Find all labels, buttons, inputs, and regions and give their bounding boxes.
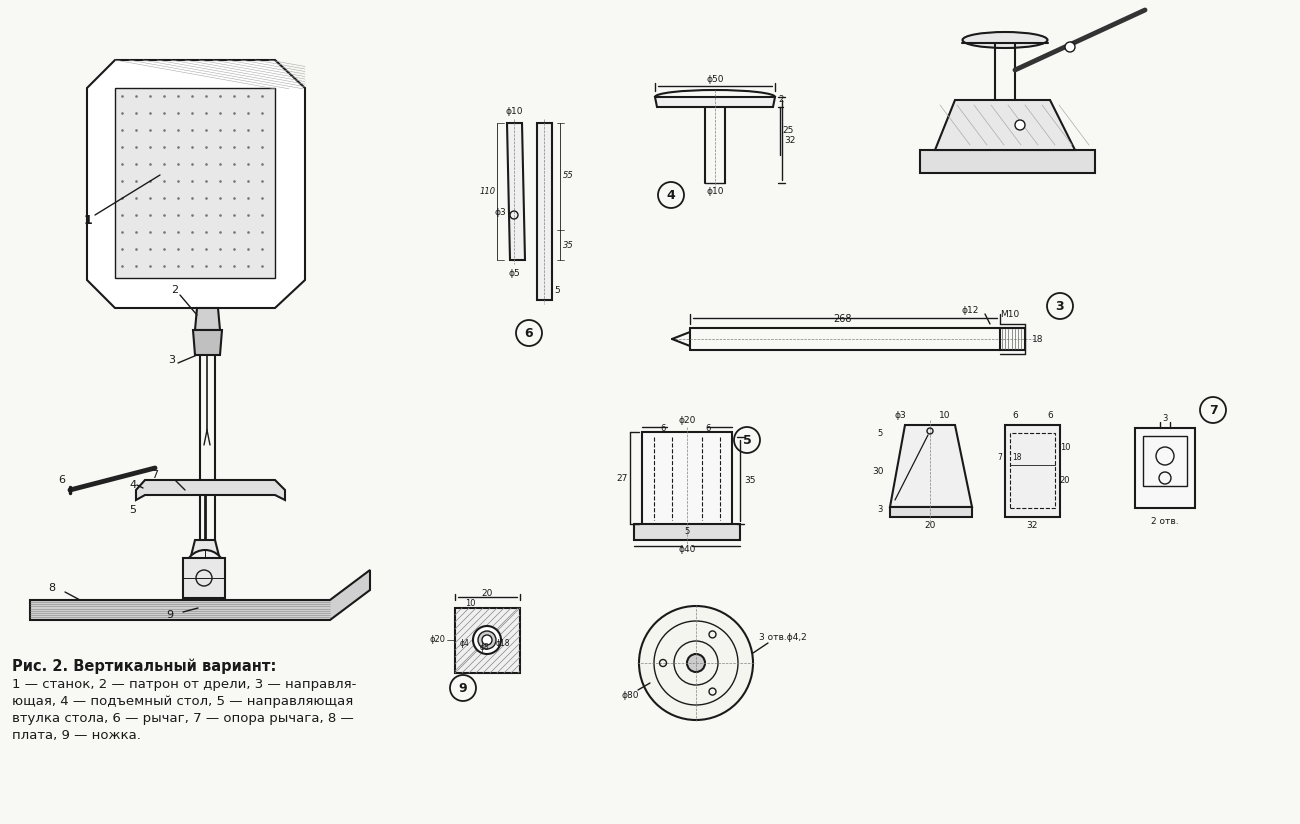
Bar <box>1143 436 1187 486</box>
Text: 6: 6 <box>706 424 711 433</box>
Polygon shape <box>935 100 1075 150</box>
Text: ϕ18: ϕ18 <box>495 639 510 648</box>
Text: ϕ10: ϕ10 <box>506 106 523 115</box>
Text: 32: 32 <box>784 135 796 144</box>
Text: 7: 7 <box>1209 404 1217 416</box>
Polygon shape <box>891 425 972 507</box>
Text: 2: 2 <box>779 95 784 104</box>
Text: 6: 6 <box>1046 410 1053 419</box>
Polygon shape <box>190 540 220 560</box>
Text: плата, 9 — ножка.: плата, 9 — ножка. <box>12 729 140 742</box>
Text: 1: 1 <box>83 213 92 227</box>
Text: 3: 3 <box>878 505 883 514</box>
Text: 35: 35 <box>563 241 573 250</box>
Text: 6: 6 <box>525 326 533 339</box>
Text: 3: 3 <box>1162 414 1167 423</box>
Text: втулка стола, 6 — рычаг, 7 — опора рычага, 8 —: втулка стола, 6 — рычаг, 7 — опора рычаг… <box>12 712 354 725</box>
Text: 18: 18 <box>1032 335 1044 344</box>
Polygon shape <box>1005 425 1059 517</box>
Text: 5: 5 <box>742 433 751 447</box>
Circle shape <box>640 606 753 720</box>
Text: 5: 5 <box>684 527 689 536</box>
Bar <box>1000 328 1024 350</box>
Text: 268: 268 <box>833 314 852 324</box>
Text: 32: 32 <box>1026 521 1037 530</box>
Polygon shape <box>114 88 276 278</box>
Text: 7: 7 <box>997 452 1002 461</box>
Text: ющая, 4 — подъемный стол, 5 — направляющая: ющая, 4 — подъемный стол, 5 — направляющ… <box>12 695 354 708</box>
Polygon shape <box>195 308 220 330</box>
Polygon shape <box>87 60 306 308</box>
Polygon shape <box>537 123 552 300</box>
Text: 4: 4 <box>130 480 136 490</box>
Text: М10: М10 <box>1001 310 1019 319</box>
Text: 20: 20 <box>924 521 936 530</box>
Text: ϕ20: ϕ20 <box>429 635 445 644</box>
Polygon shape <box>507 123 525 260</box>
Polygon shape <box>455 608 520 673</box>
Circle shape <box>478 631 497 649</box>
Text: ϕ12: ϕ12 <box>961 306 979 315</box>
Text: 9: 9 <box>166 610 174 620</box>
Text: 6: 6 <box>1013 410 1018 419</box>
Polygon shape <box>183 558 225 598</box>
Text: 27: 27 <box>616 474 628 483</box>
Circle shape <box>686 654 705 672</box>
Text: ϕ50: ϕ50 <box>706 74 724 83</box>
Text: 8: 8 <box>48 583 56 593</box>
Text: 3: 3 <box>1056 299 1065 312</box>
Circle shape <box>1065 42 1075 52</box>
Text: 110: 110 <box>480 186 497 195</box>
Bar <box>1135 428 1195 508</box>
Text: 2 отв.: 2 отв. <box>1152 517 1179 527</box>
Ellipse shape <box>962 32 1048 48</box>
Circle shape <box>482 635 491 645</box>
Text: 1 — станок, 2 — патрон от дрели, 3 — направля-: 1 — станок, 2 — патрон от дрели, 3 — нап… <box>12 678 356 691</box>
Text: 2: 2 <box>172 285 178 295</box>
Text: ϕ80: ϕ80 <box>621 691 638 700</box>
Text: 7: 7 <box>151 470 159 480</box>
Polygon shape <box>891 507 972 517</box>
Polygon shape <box>192 330 222 355</box>
Text: 10: 10 <box>939 410 950 419</box>
Polygon shape <box>30 570 370 620</box>
Text: 4: 4 <box>667 189 676 202</box>
Text: 30: 30 <box>872 466 884 475</box>
Polygon shape <box>920 150 1095 173</box>
Text: 10: 10 <box>1060 442 1070 452</box>
Text: 10: 10 <box>465 598 476 607</box>
Text: 25: 25 <box>783 125 794 134</box>
Text: 5: 5 <box>554 285 560 294</box>
Text: 3: 3 <box>169 355 176 365</box>
Text: ϕ40: ϕ40 <box>679 545 696 555</box>
Circle shape <box>473 626 500 654</box>
Text: Рис. 2. Вертикальный вариант:: Рис. 2. Вертикальный вариант: <box>12 658 277 673</box>
Polygon shape <box>634 524 740 540</box>
Bar <box>1010 433 1056 508</box>
Text: ϕ20: ϕ20 <box>679 415 696 424</box>
Text: ϕ3: ϕ3 <box>894 410 906 419</box>
Polygon shape <box>136 480 285 500</box>
Circle shape <box>185 550 225 590</box>
Text: ϕ4: ϕ4 <box>460 639 469 648</box>
Text: 20: 20 <box>481 589 493 598</box>
Text: 5: 5 <box>878 428 883 438</box>
Text: 5: 5 <box>130 505 136 515</box>
Text: ϕ8: ϕ8 <box>480 644 490 653</box>
Bar <box>642 432 732 537</box>
Text: ϕ10: ϕ10 <box>706 186 724 195</box>
Text: 6: 6 <box>660 424 666 433</box>
Text: ϕ3: ϕ3 <box>494 208 506 217</box>
Polygon shape <box>655 97 775 107</box>
Text: ϕ5: ϕ5 <box>508 269 520 278</box>
Text: 18: 18 <box>1013 452 1022 461</box>
Text: 9: 9 <box>459 681 467 695</box>
Circle shape <box>1015 120 1024 130</box>
Text: 3 отв.ϕ4,2: 3 отв.ϕ4,2 <box>759 634 807 643</box>
Text: 35: 35 <box>744 475 755 485</box>
Text: 55: 55 <box>563 171 573 180</box>
Text: 6: 6 <box>58 475 65 485</box>
Text: 20: 20 <box>1060 475 1070 485</box>
